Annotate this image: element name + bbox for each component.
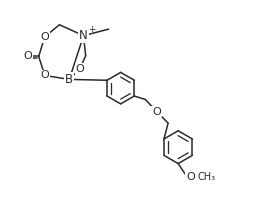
Text: O: O (75, 64, 84, 74)
Text: CH₃: CH₃ (198, 172, 216, 182)
Text: O: O (24, 51, 33, 61)
Text: N: N (79, 29, 88, 42)
Text: O: O (40, 70, 49, 81)
Text: O: O (40, 32, 49, 42)
Text: B: B (65, 73, 73, 86)
Text: O: O (152, 106, 161, 117)
Text: O: O (186, 172, 195, 182)
Text: +: + (88, 25, 96, 34)
